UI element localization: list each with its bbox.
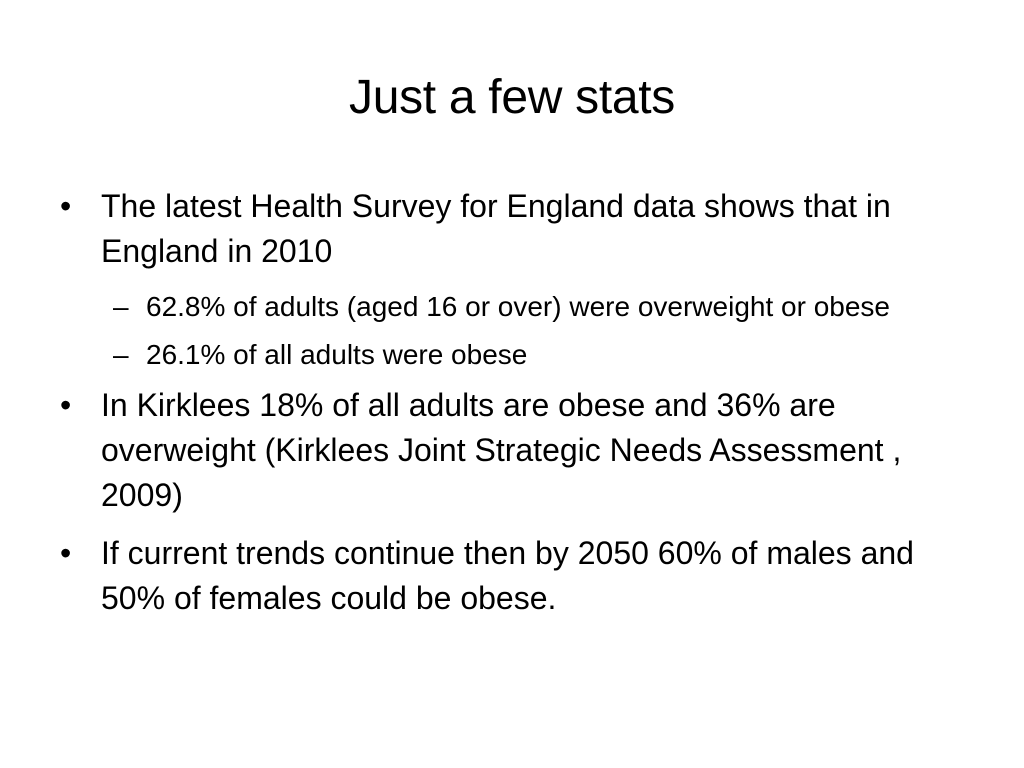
bullet-list: • The latest Health Survey for England d… [60,184,960,634]
sub-bullet-text: 62.8% of adults (aged 16 or over) were o… [146,291,890,322]
bullet-item: • If current trends continue then by 205… [60,531,960,621]
bullet-marker: • [60,535,72,571]
bullet-text: If current trends continue then by 2050 … [101,535,914,616]
bullet-text: In Kirklees 18% of all adults are obese … [101,387,902,513]
bullet-item: • In Kirklees 18% of all adults are obes… [60,383,960,518]
bullet-text: The latest Health Survey for England dat… [101,188,891,269]
slide-title: Just a few stats [349,71,675,124]
sub-bullet-item: – 62.8% of adults (aged 16 or over) were… [60,287,946,327]
bullet-marker: • [60,387,72,423]
sub-bullet-item: – 26.1% of all adults were obese [60,335,946,375]
sub-bullet-marker: – [113,339,129,370]
sub-bullet-marker: – [113,291,129,322]
sub-bullet-text: 26.1% of all adults were obese [146,339,528,370]
bullet-item: • The latest Health Survey for England d… [60,184,960,274]
sub-bullet-list: – 62.8% of adults (aged 16 or over) were… [60,287,960,375]
bullet-marker: • [60,188,72,224]
